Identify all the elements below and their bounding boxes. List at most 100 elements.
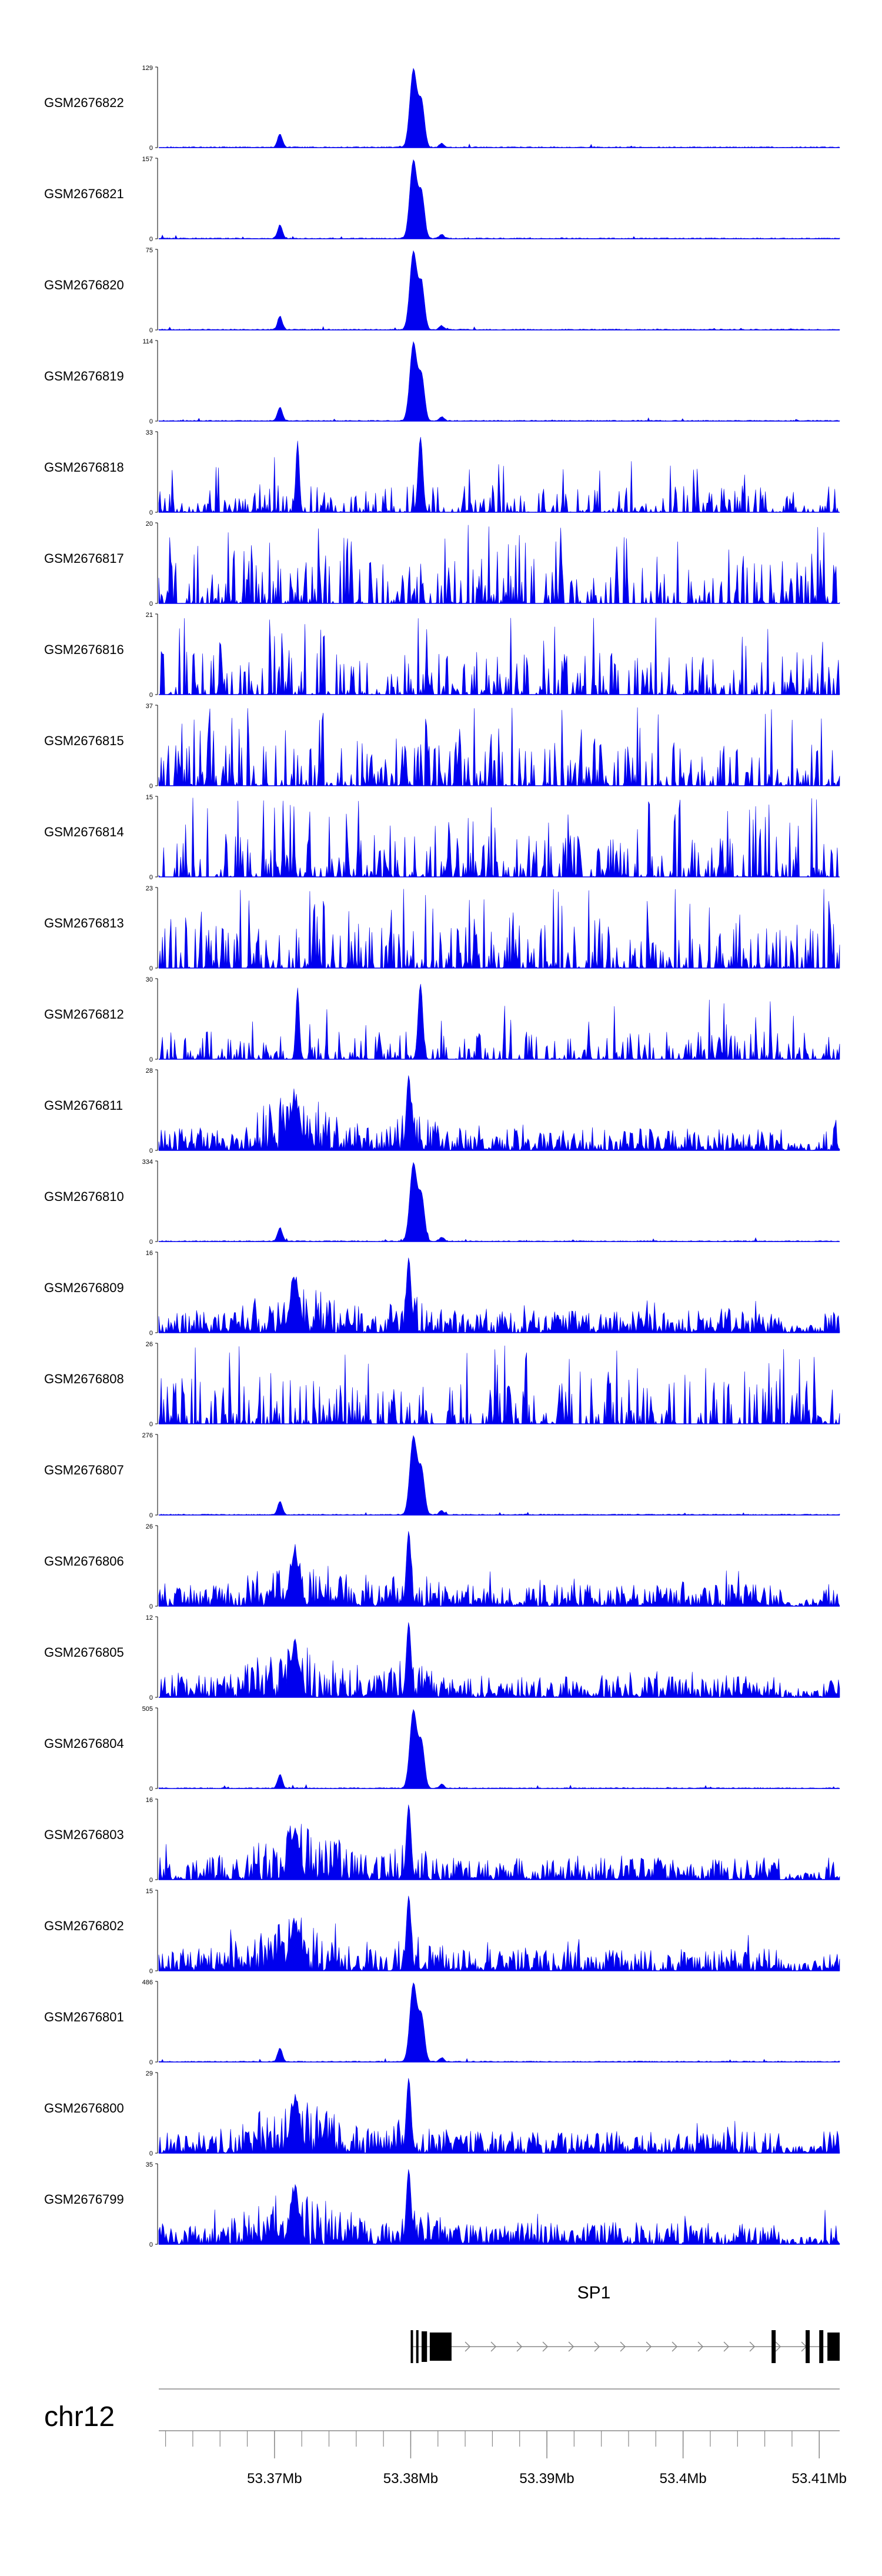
y-min-label: 0: [149, 1877, 153, 1884]
y-max-label: 486: [142, 1979, 153, 1986]
y-max-label: 129: [142, 65, 153, 72]
track-GSM2676818: GSM2676818 33 0: [44, 429, 840, 516]
track-GSM2676812: GSM2676812 30 0: [44, 976, 840, 1063]
y-min-label: 0: [149, 1421, 153, 1428]
axis-tick-label: 53.38Mb: [383, 2471, 438, 2487]
coverage-area: [158, 1162, 840, 1242]
coverage-area: [158, 984, 840, 1060]
track-label: GSM2676822: [44, 95, 124, 110]
y-min-label: 0: [149, 2241, 153, 2248]
track-GSM2676814: GSM2676814 15 0: [44, 794, 840, 881]
coverage-area: [158, 889, 840, 969]
y-min-label: 0: [149, 327, 153, 334]
coverage-area: [158, 1345, 840, 1425]
coverage-area: [158, 250, 840, 331]
chromosome-label: chr12: [44, 2401, 115, 2432]
y-max-label: 16: [146, 1250, 153, 1257]
track-GSM2676817: GSM2676817 20 0: [44, 520, 840, 608]
gene-exon: [819, 2330, 824, 2363]
y-max-label: 334: [142, 1159, 153, 1166]
y-max-label: 12: [146, 1614, 153, 1621]
track-label: GSM2676807: [44, 1463, 124, 1477]
track-label: GSM2676813: [44, 916, 124, 930]
y-min-label: 0: [149, 1603, 153, 1610]
y-max-label: 276: [142, 1432, 153, 1439]
coverage-area: [158, 1804, 840, 1881]
coverage-area: [158, 1982, 840, 2063]
y-max-label: 26: [146, 1341, 153, 1348]
track-GSM2676819: GSM2676819 114 0: [44, 338, 840, 425]
y-min-label: 0: [149, 965, 153, 972]
strand-chevron: [775, 2341, 781, 2352]
coverage-area: [158, 525, 840, 605]
track-GSM2676816: GSM2676816 21 0: [44, 612, 840, 699]
y-min-label: 0: [149, 2059, 153, 2066]
y-min-label: 0: [149, 1239, 153, 1246]
track-GSM2676807: GSM2676807 276 0: [44, 1432, 840, 1519]
y-max-label: 15: [146, 794, 153, 801]
y-min-label: 0: [149, 418, 153, 425]
y-min-label: 0: [149, 2150, 153, 2157]
y-max-label: 16: [146, 1797, 153, 1804]
strand-chevron: [516, 2341, 523, 2352]
track-GSM2676811: GSM2676811 28 0: [44, 1067, 840, 1154]
y-max-label: 114: [142, 338, 153, 345]
coverage-area: [158, 1075, 840, 1151]
strand-chevron: [749, 2341, 756, 2352]
coverage-tracks: GSM2676822 129 0 GSM2676821 157 0 GSM2676820 75…: [44, 65, 840, 2248]
coverage-area: [159, 618, 840, 696]
y-min-label: 0: [149, 1330, 153, 1337]
track-label: GSM2676804: [44, 1736, 124, 1751]
strand-chevron: [465, 2341, 471, 2352]
gene-exon: [806, 2330, 810, 2363]
track-GSM2676804: GSM2676804 505 0: [44, 1706, 840, 1793]
track-label: GSM2676820: [44, 278, 124, 292]
y-min-label: 0: [149, 236, 153, 243]
gene-exon: [416, 2330, 419, 2363]
axis-tick-label: 53.4Mb: [660, 2471, 707, 2487]
track-label: GSM2676814: [44, 825, 124, 839]
y-max-label: 37: [146, 703, 153, 710]
track-label: GSM2676819: [44, 369, 124, 383]
track-GSM2676805: GSM2676805 12 0: [44, 1614, 840, 1701]
y-max-label: 26: [146, 1523, 153, 1530]
coverage-area: [158, 1896, 840, 1972]
coverage-area: [158, 2078, 840, 2154]
track-GSM2676800: GSM2676800 29 0: [44, 2070, 840, 2157]
strand-chevron: [594, 2341, 600, 2352]
track-GSM2676799: GSM2676799 35 0: [44, 2161, 840, 2248]
axis-tick-label: 53.39Mb: [519, 2471, 574, 2487]
y-min-label: 0: [149, 1968, 153, 1975]
strand-chevron: [568, 2341, 574, 2352]
strand-chevron: [671, 2341, 678, 2352]
coverage-area: [158, 1622, 840, 1699]
track-label: GSM2676802: [44, 1918, 124, 1933]
y-max-label: 75: [146, 247, 153, 254]
y-max-label: 29: [146, 2070, 153, 2077]
y-max-label: 23: [146, 885, 153, 892]
y-max-label: 28: [146, 1067, 153, 1075]
track-GSM2676815: GSM2676815 37 0: [44, 703, 840, 790]
track-label: GSM2676808: [44, 1372, 124, 1386]
coverage-area: [158, 2169, 840, 2245]
y-max-label: 15: [146, 1888, 153, 1895]
track-GSM2676808: GSM2676808 26 0: [44, 1341, 840, 1428]
y-min-label: 0: [149, 1147, 153, 1154]
strand-chevron: [542, 2341, 549, 2352]
strand-chevron: [723, 2341, 730, 2352]
coverage-area: [158, 341, 840, 422]
y-max-label: 157: [142, 156, 153, 163]
gene-exon: [421, 2331, 427, 2362]
track-label: GSM2676817: [44, 551, 124, 566]
y-max-label: 20: [146, 520, 153, 528]
gene-exon: [429, 2333, 452, 2361]
track-label: GSM2676799: [44, 2192, 124, 2207]
coverage-area: [158, 437, 840, 513]
track-GSM2676820: GSM2676820 75 0: [44, 247, 840, 334]
y-max-label: 30: [146, 976, 153, 983]
track-GSM2676803: GSM2676803 16 0: [44, 1797, 840, 1884]
y-min-label: 0: [149, 1694, 153, 1701]
track-label: GSM2676800: [44, 2101, 124, 2115]
strand-chevron: [620, 2341, 626, 2352]
